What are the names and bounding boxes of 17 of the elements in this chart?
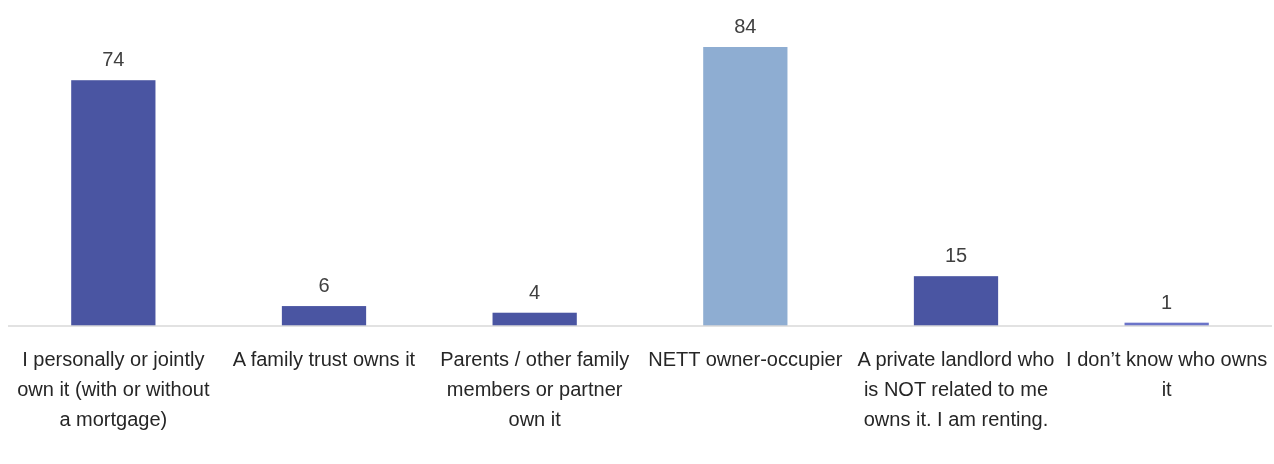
bar bbox=[281, 306, 367, 326]
x-tick-label: NETT owner-occupier bbox=[648, 348, 843, 370]
bar bbox=[71, 80, 156, 326]
x-tick-label: I don’t know who owns it bbox=[1066, 348, 1268, 400]
bar bbox=[703, 47, 788, 326]
data-label: 15 bbox=[944, 244, 968, 267]
x-tick-label: I personally or jointly own it (with or without a mortgage) bbox=[17, 348, 210, 430]
x-tick-label: A family trust owns it bbox=[232, 348, 416, 370]
bar bbox=[492, 312, 577, 326]
data-label: 84 bbox=[734, 15, 757, 37]
data-label: 74 bbox=[102, 48, 125, 71]
x-tick-label: A private landlord who is NOT related to me owns it. I am renting. bbox=[857, 348, 1055, 430]
data-label: 4 bbox=[529, 280, 541, 303]
bar bbox=[913, 276, 999, 326]
data-label: 6 bbox=[318, 274, 330, 297]
data-label: 1 bbox=[1161, 290, 1173, 313]
x-tick-label: Parents / other family members or partner own it bbox=[440, 348, 630, 430]
